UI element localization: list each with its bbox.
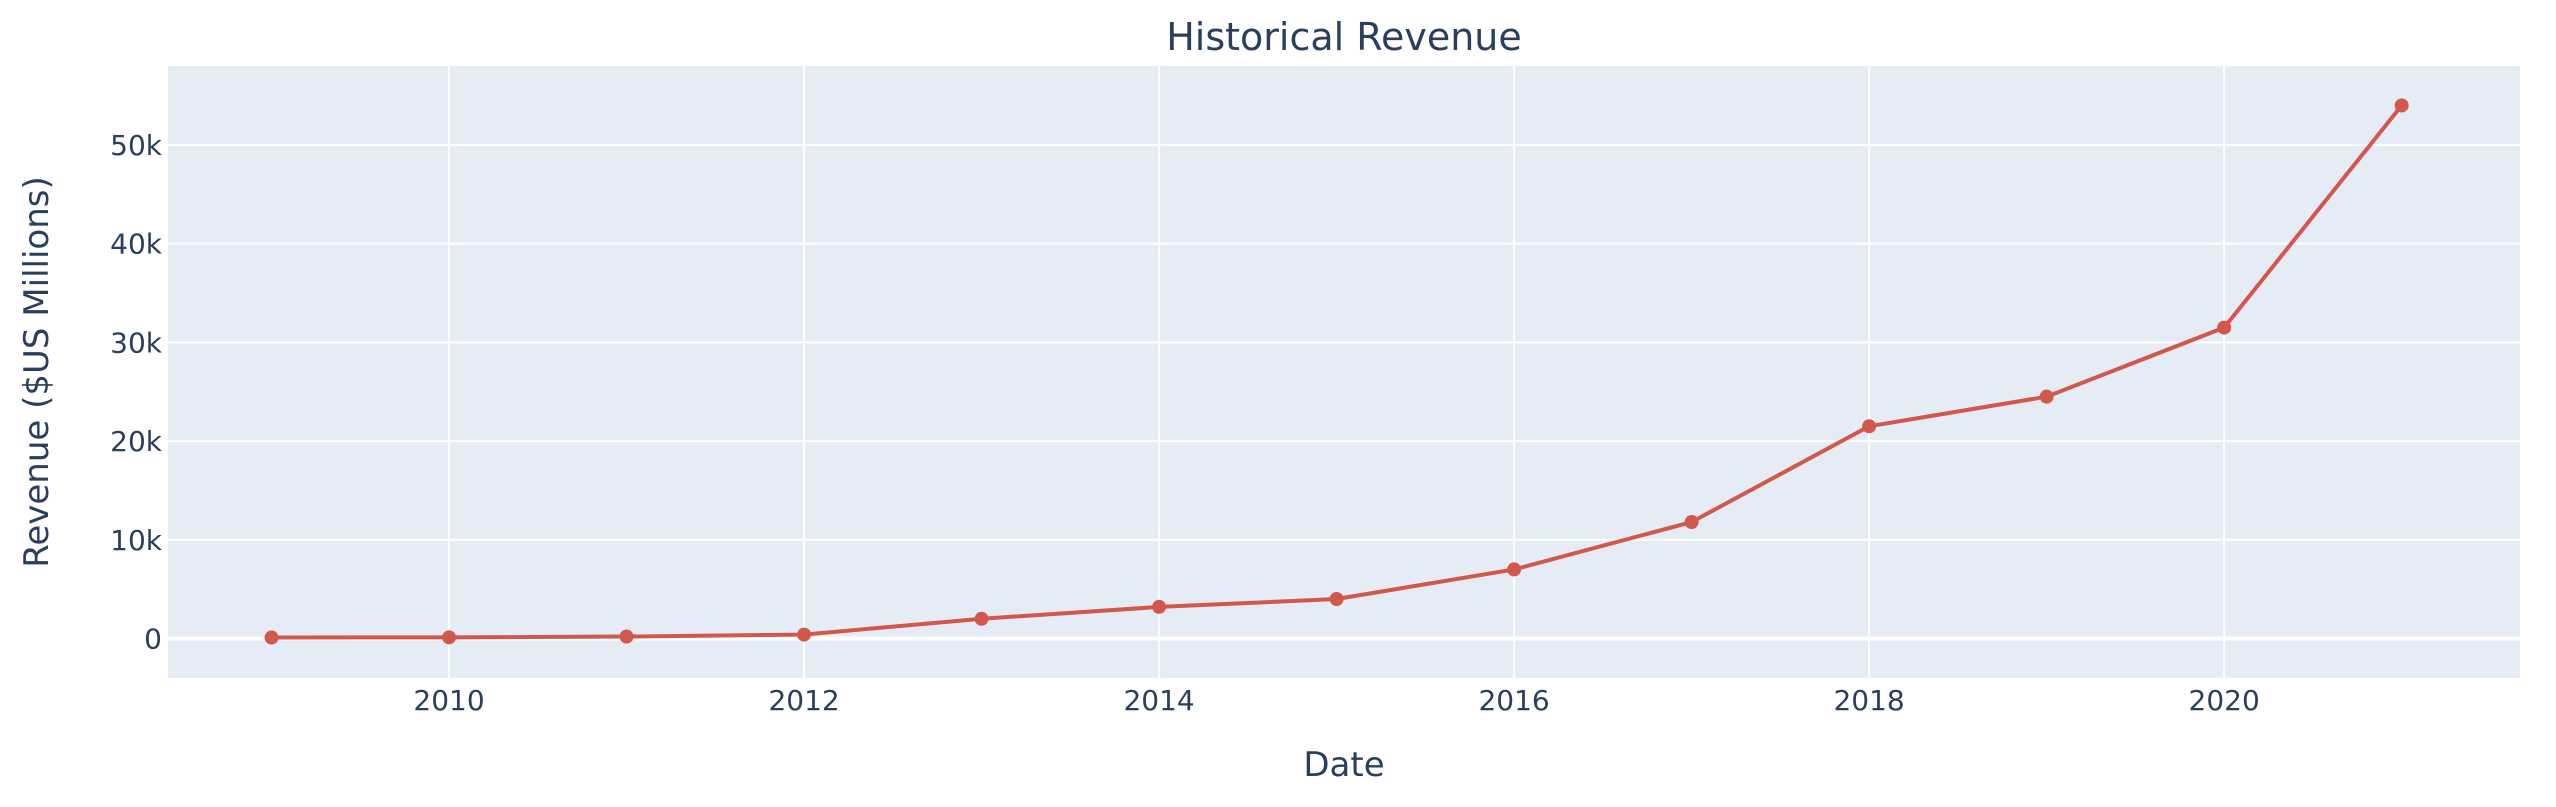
data-point [1507, 562, 1522, 577]
tick-labels: 2010 2012 2014 2016 2018 2020 0 10k 20k 30k 40k 50k [110, 129, 2260, 717]
x-tick-label: 2012 [768, 684, 839, 717]
plot-area [168, 66, 2520, 678]
data-point [1152, 599, 1167, 614]
data-point [442, 630, 457, 645]
series-layer [264, 98, 2409, 645]
x-axis-title: Date [1303, 745, 1384, 785]
x-tick-label: 2016 [1478, 684, 1549, 717]
data-point [2039, 389, 2054, 404]
y-tick-label: 10k [110, 524, 163, 557]
chart-title: Historical Revenue [1166, 15, 1522, 59]
data-point [264, 630, 279, 645]
data-point [797, 627, 812, 642]
data-point [1329, 592, 1344, 607]
x-tick-label: 2020 [2189, 684, 2260, 717]
y-tick-label: 30k [110, 326, 163, 359]
data-point [619, 629, 634, 644]
data-point [2217, 320, 2232, 335]
y-tick-label: 40k [110, 228, 163, 261]
data-point [974, 611, 989, 626]
data-point [1684, 515, 1699, 530]
data-point [1862, 419, 1877, 434]
y-tick-label: 0 [144, 623, 162, 656]
data-point [2394, 98, 2409, 113]
y-tick-label: 50k [110, 129, 163, 162]
x-tick-label: 2014 [1123, 684, 1194, 717]
x-tick-label: 2010 [413, 684, 484, 717]
y-tick-label: 20k [110, 425, 163, 458]
x-tick-label: 2018 [1833, 684, 1904, 717]
y-axis-title: Revenue ($US Millions) [17, 176, 57, 568]
